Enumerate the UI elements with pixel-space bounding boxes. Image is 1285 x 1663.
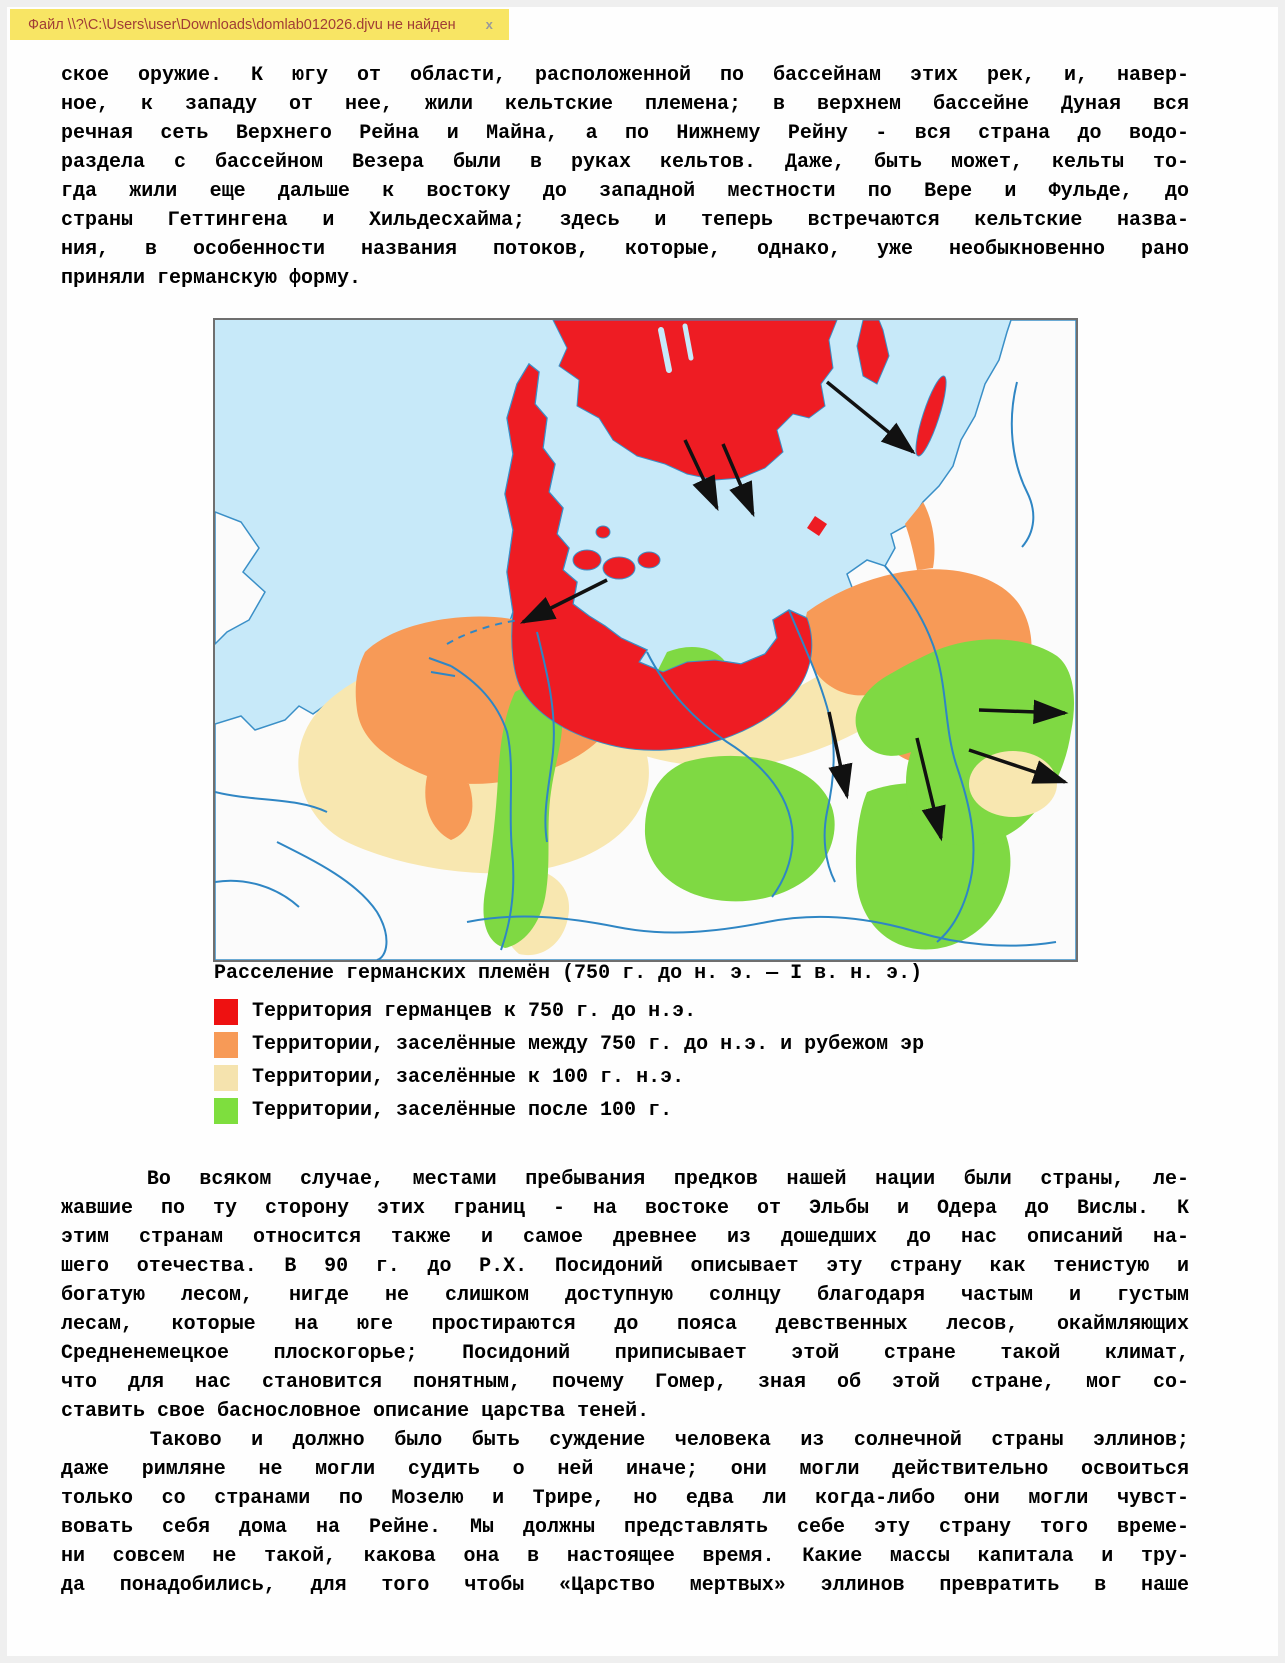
river-elbe	[646, 651, 794, 898]
text-line: только со странами по Мозелю и Трире, но…	[61, 1487, 1189, 1510]
legend-color-swatch	[214, 998, 238, 1025]
text-line: ни совсем не такой, какова она в настоящ…	[61, 1545, 1189, 1568]
legend-item: Территории, заселённые к 100 г. н.э.	[214, 1061, 1114, 1094]
map-region-red-bornholm	[807, 516, 827, 536]
text-line: ское оружие. К югу от области, расположе…	[61, 64, 1189, 87]
text-line: ставить свое баснословное описание царст…	[61, 1400, 650, 1423]
text-line: даже римляне не могли судить о ней иначе…	[61, 1458, 1189, 1481]
text-line: ния, в особенности названия потоков, кот…	[61, 238, 1189, 261]
river-oder	[788, 609, 836, 883]
frisian-islands	[446, 619, 520, 645]
legend-label: Территории, заселённые после 100 г.	[252, 1099, 673, 1122]
river-seine	[276, 841, 388, 960]
text-line: речная сеть Верхнего Рейна и Майна, а по…	[61, 122, 1189, 145]
map-region-red-scandinavia-east	[856, 320, 890, 385]
map-region-cream-right-patch	[969, 751, 1057, 817]
map-region-green-rhine	[483, 685, 563, 948]
map-region-red-island	[572, 549, 602, 571]
expansion-arrow	[978, 699, 1069, 725]
map-region-green-center-south	[644, 755, 835, 902]
map-rivers	[215, 381, 1057, 960]
text-line: раздела с бассейном Везера были в руках …	[61, 151, 1189, 174]
river-northeast	[1010, 381, 1035, 548]
map-caption-title: Расселение германских племён (750 г. до …	[214, 962, 923, 985]
map-region-red-mainland	[504, 363, 813, 751]
expansion-arrow	[683, 439, 719, 512]
map-arrows	[519, 380, 1069, 842]
river-rhine	[450, 665, 515, 951]
document-page: Файл \\?\C:\Users\user\Downloads\domlab0…	[7, 7, 1278, 1656]
legend-color-swatch	[214, 1097, 238, 1124]
paragraph-top: ское оружие. К югу от области, расположе…	[61, 61, 1189, 293]
legend-label: Территория германцев к 750 г. до н.э.	[252, 1000, 697, 1023]
text-line: приняли германскую форму.	[61, 267, 362, 290]
river-danube	[466, 915, 1057, 947]
paragraphs-bottom: Во всяком случае, местами пребывания пре…	[61, 1165, 1189, 1600]
legend-color-swatch	[214, 1031, 238, 1058]
text-line: Средненемецкое плоскогорье; Посидоний пр…	[61, 1342, 1189, 1365]
banner-close-icon[interactable]: x	[485, 17, 493, 32]
legend-label: Территории, заселённые к 100 г. н.э.	[252, 1066, 685, 1089]
text-line: гда жили еще дальше к востоку до западно…	[61, 180, 1189, 203]
map-lake	[658, 327, 672, 373]
legend-item: Территории, заселённые между 750 г. до н…	[214, 1028, 1114, 1061]
text-line: да понадобились, для того чтобы «Царство…	[61, 1574, 1189, 1597]
text-line: страны Геттингена и Хильдесхайма; здесь …	[61, 209, 1189, 232]
expansion-arrow	[825, 380, 916, 455]
paragraph-middle: Во всяком случае, местами пребывания пре…	[61, 1165, 1189, 1426]
text-line: жавшие по ту сторону этих границ - на во…	[61, 1197, 1189, 1220]
text-line: шего отечества. В 90 г. до Р.Х. Посидони…	[61, 1255, 1189, 1278]
map-caption: Расселение германских племён (750 г. до …	[214, 959, 1114, 1127]
text-line: богатую лесом, нигде не слишком доступну…	[61, 1284, 1189, 1307]
river-weser	[536, 631, 555, 843]
text-line: что для нас становится понятным, почему …	[61, 1371, 1189, 1394]
map-legend: Территория германцев к 750 г. до н.э. Тер…	[214, 995, 1114, 1127]
river-vistula	[884, 565, 975, 943]
expansion-arrow	[968, 748, 1069, 784]
file-not-found-banner: Файл \\?\C:\Users\user\Downloads\domlab0…	[10, 9, 509, 40]
expansion-arrow	[915, 737, 946, 842]
banner-message: Файл \\?\C:\Users\user\Downloads\domlab0…	[28, 16, 456, 33]
map-region-red-gotland	[915, 375, 947, 457]
river-rhine-delta	[428, 657, 456, 677]
river-west-2	[215, 879, 300, 908]
expansion-arrow	[519, 578, 608, 624]
map-region-red-island	[602, 556, 636, 580]
map-region-orange-west-tongue	[425, 776, 473, 840]
map-region-orange-east-coastal	[905, 502, 935, 570]
map-svg	[215, 320, 1076, 960]
settlement-map	[213, 318, 1078, 962]
text-line: этим странам относится также и самое дре…	[61, 1226, 1189, 1249]
map-land-britain	[215, 511, 266, 646]
legend-item: Территория германцев к 750 г. до н.э.	[214, 995, 1114, 1028]
paragraph-last: Таково и должно было быть суждение челов…	[61, 1426, 1189, 1600]
map-region-red-island	[595, 525, 611, 539]
river-west-1	[215, 791, 328, 813]
text-line: Во всяком случае, местами пребывания пре…	[61, 1168, 1189, 1191]
legend-color-swatch	[214, 1064, 238, 1091]
legend-item: Территории, заселённые после 100 г.	[214, 1094, 1114, 1127]
map-region-red-scandinavia	[552, 320, 838, 481]
text-line: ное, к западу от нее, жили кельтские пле…	[61, 93, 1189, 116]
text-line: вовать себя дома на Рейне. Мы должны пре…	[61, 1516, 1189, 1539]
legend-label: Территории, заселённые между 750 г. до н…	[252, 1033, 925, 1056]
expansion-arrow	[827, 711, 853, 800]
text-line: Таково и должно было быть суждение челов…	[61, 1429, 1189, 1452]
map-region-red-island	[637, 551, 661, 569]
text-line: лесам, которые на юге простираются до по…	[61, 1313, 1189, 1336]
map-lake	[682, 323, 694, 361]
expansion-arrow	[721, 443, 755, 518]
